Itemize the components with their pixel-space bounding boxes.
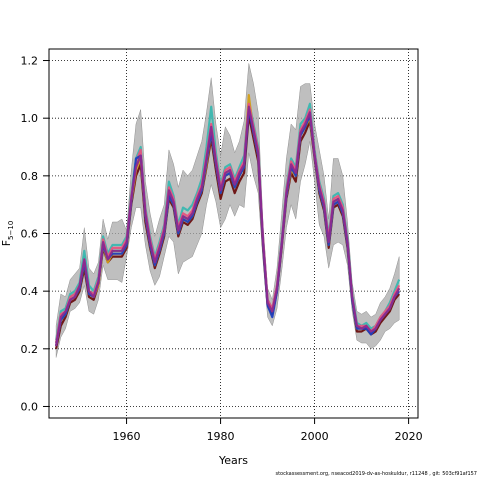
confidence-band [55,63,400,358]
x-tick-label: 1960 [113,430,141,443]
y-axis-label-main: F [0,240,13,246]
x-axis: 1960 1980 2000 2020 [113,418,423,443]
series-line-7 [55,105,401,347]
x-axis-label: Years [218,454,248,467]
y-tick-label: 0.6 [21,228,39,241]
y-tick-label: 1.0 [21,112,39,125]
x-tick-label: 2000 [301,430,329,443]
y-axis-label-sub: 5−10 [7,221,15,240]
footer-note: stockassessment.org, nseacod2019-dv-as-h… [275,471,477,477]
y-tick-label: 0.4 [21,285,39,298]
x-tick-label: 2020 [395,430,423,443]
series-lines [55,94,401,350]
y-tick-label: 0.8 [21,170,39,183]
y-tick-label: 0.2 [21,343,39,356]
y-tick-label: 0.0 [21,400,39,413]
y-axis-label: F5−10 [0,221,15,247]
x-tick-label: 1980 [207,430,235,443]
y-tick-label: 1.2 [21,55,39,68]
confidence-band-area [55,63,400,358]
y-axis: 0.0 0.2 0.4 0.6 0.8 1.0 1.2 [21,55,49,413]
